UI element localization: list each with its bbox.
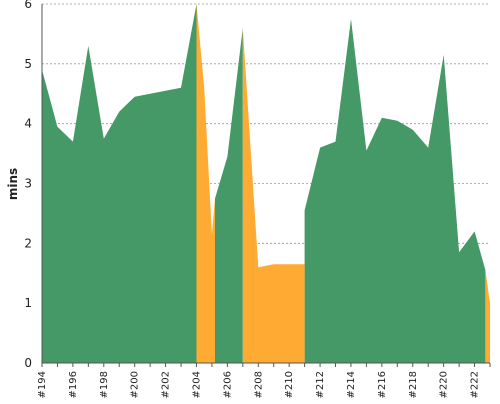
success-area-segment <box>215 27 243 364</box>
x-tick-label: #210 <box>284 371 295 398</box>
y-tick-label: 2 <box>24 236 32 250</box>
x-tick-label: #220 <box>439 371 450 398</box>
area-series <box>42 4 490 364</box>
x-tick-label: #202 <box>161 371 172 398</box>
y-tick-label: 6 <box>24 0 32 11</box>
y-tick-label: 3 <box>24 177 32 191</box>
x-tick-label: #194 <box>37 371 48 398</box>
x-tick-label: #200 <box>130 371 141 398</box>
x-tick-label: #222 <box>470 371 481 398</box>
y-tick-label: 4 <box>24 117 32 131</box>
failure-area-segment <box>485 270 490 363</box>
y-tick-label: 1 <box>24 296 32 310</box>
x-tick-label: #208 <box>253 371 264 398</box>
x-tick-label: #196 <box>68 371 79 398</box>
x-tick-label: #204 <box>191 371 202 398</box>
y-tick-label: 5 <box>24 57 32 71</box>
y-tick-label: 0 <box>24 356 32 370</box>
success-area-segment <box>304 19 486 363</box>
x-tick-label: #218 <box>408 371 419 398</box>
failure-area-segment <box>242 27 305 364</box>
success-area-segment <box>42 4 197 363</box>
y-axis-title: mins <box>6 168 20 200</box>
x-tick-label: #212 <box>315 371 326 398</box>
axes <box>41 4 491 367</box>
failure-area-segment <box>196 4 215 363</box>
x-tick-label: #206 <box>222 371 233 398</box>
x-tick-label: #198 <box>99 371 110 398</box>
x-tick-label: #216 <box>377 371 388 398</box>
axis-labels: 0 1 2 3 4 5 6 #194 #196 #198 #200 #202 #204 #206 #208 #… <box>24 0 480 398</box>
x-tick-label: #214 <box>346 371 357 398</box>
